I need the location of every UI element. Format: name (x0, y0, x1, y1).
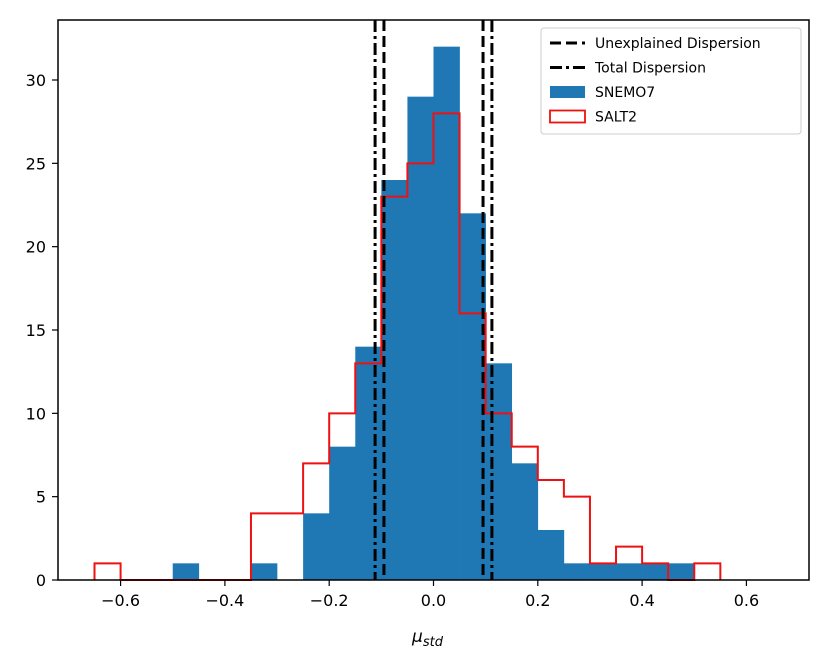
x-tick-label: −0.6 (101, 591, 140, 610)
x-tick-label: −0.2 (310, 591, 349, 610)
y-tick-label: 0 (36, 571, 46, 590)
y-tick-label: 25 (26, 154, 46, 173)
x-axis-title: μstd (411, 627, 444, 650)
snemo7-bar (563, 563, 591, 580)
snemo7-bar (355, 346, 382, 580)
x-axis-title-main: μ (411, 627, 423, 647)
y-tick-label: 15 (26, 321, 46, 340)
snemo7-bar (642, 563, 669, 580)
snemo7-bar (407, 96, 434, 580)
snemo7-bar (485, 363, 513, 580)
snemo7-bar (250, 563, 278, 580)
snemo7-bar (537, 530, 565, 580)
y-tick-label: 30 (26, 71, 46, 90)
snemo7-bar (616, 563, 643, 580)
y-tick-label: 20 (26, 238, 46, 257)
snemo7-bar (303, 513, 330, 580)
x-tick-label: 0.4 (629, 591, 654, 610)
x-tick-label: 0.0 (421, 591, 446, 610)
legend-label-total-dispersion: Total Dispersion (594, 61, 706, 77)
snemo7-bar (381, 180, 408, 580)
snemo7-bar (433, 46, 460, 580)
x-axis-title-subscript: std (423, 635, 444, 650)
y-tick-label: 5 (36, 488, 46, 507)
x-tick-label: 0.6 (734, 591, 759, 610)
x-tick-label: −0.4 (205, 591, 244, 610)
legend-label-salt2: SALT2 (595, 110, 637, 126)
legend-label-unexplained-dispersion: Unexplained Dispersion (595, 36, 761, 52)
legend-swatch-snemo7 (550, 86, 585, 98)
y-tick-label: 10 (26, 404, 46, 423)
snemo7-bars (172, 46, 695, 580)
x-tick-label: 0.2 (525, 591, 550, 610)
snemo7-bar (329, 446, 356, 580)
snemo7-bar (589, 563, 617, 580)
legend-box (540, 27, 802, 135)
legend-label-snemo7: SNEMO7 (595, 85, 655, 101)
snemo7-bar (668, 563, 695, 580)
snemo7-bar (172, 563, 200, 580)
snemo7-bar (511, 463, 539, 580)
legend-swatch-salt2 (549, 109, 586, 124)
